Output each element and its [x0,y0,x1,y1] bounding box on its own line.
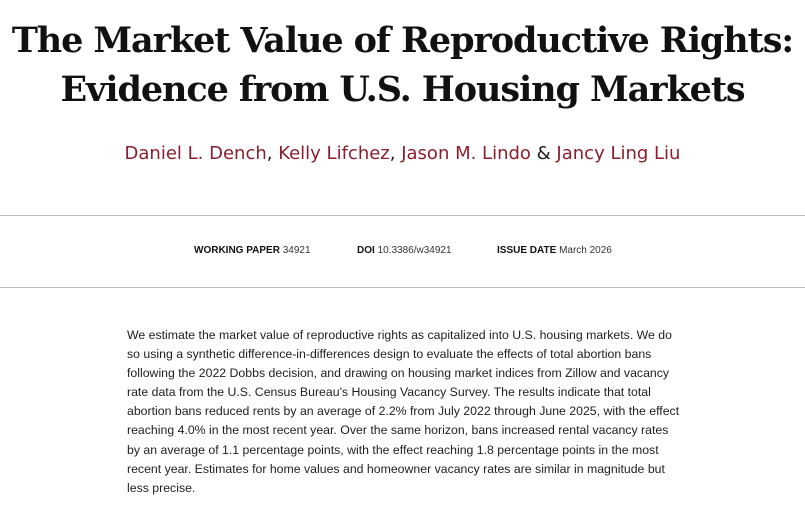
issue-date-value: March 2026 [559,245,612,256]
top-divider [0,215,805,216]
abstract-text: We estimate the market value of reproduc… [127,328,680,495]
doi-item: DOI 10.3386/w34921 [357,244,452,258]
author-separator: & [530,143,557,164]
working-paper-number: 34921 [282,245,311,256]
paper-title: The Market Value of Reproductive Rights:… [0,16,805,114]
author-link-lifchez[interactable]: Kelly Lifchez [278,143,390,164]
issue-date-label: ISSUE DATE [497,245,557,256]
paper-title-line-1: The Market Value of Reproductive Rights: [11,20,794,61]
author-separator: , [389,143,402,164]
doi-label: DOI [357,245,375,256]
issue-date-item: ISSUE DATE March 2026 [497,244,612,258]
author-list: Daniel L. Dench, Kelly Lifchez, Jason M.… [100,141,705,166]
author-link-liu[interactable]: Jancy Ling Liu [556,143,681,164]
working-paper-label: WORKING PAPER [194,245,280,256]
author-link-dench[interactable]: Daniel L. Dench [124,143,267,164]
bottom-divider [0,287,805,288]
working-paper-item: WORKING PAPER 34921 [194,244,311,258]
author-link-lindo[interactable]: Jason M. Lindo [401,143,531,164]
doi-value[interactable]: 10.3386/w34921 [377,245,452,256]
author-separator: , [266,143,279,164]
paper-title-line-2: Evidence from U.S. Housing Markets [60,69,745,110]
